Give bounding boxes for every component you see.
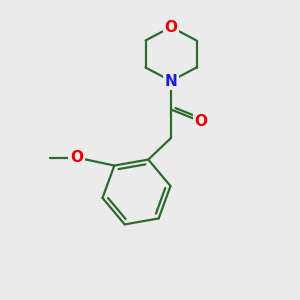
Text: O: O	[164, 20, 178, 34]
Text: O: O	[194, 114, 208, 129]
Text: N: N	[165, 74, 177, 88]
Text: O: O	[70, 150, 83, 165]
